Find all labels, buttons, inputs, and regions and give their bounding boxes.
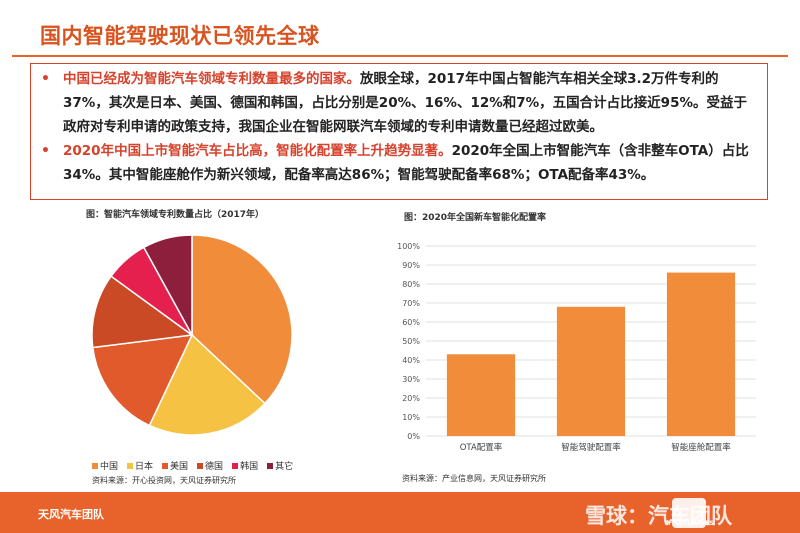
bar	[446, 354, 516, 436]
y-tick-label: 0%	[407, 432, 420, 441]
legend-swatch	[267, 462, 274, 469]
pie-slice	[91, 275, 194, 349]
bullet-item: • 中国已经成为智能汽车领域专利数量最多的国家。放眼全球，2017年中国占智能汽…	[41, 67, 757, 139]
legend-swatch	[127, 462, 134, 469]
y-tick-label: 100%	[397, 242, 420, 251]
bullet-dot-icon: •	[41, 71, 50, 87]
legend-label: 日本	[135, 462, 154, 472]
bullet-text: 中国已经成为智能汽车领域专利数量最多的国家。放眼全球，2017年中国占智能汽车相…	[63, 67, 757, 139]
y-tick-label: 90%	[402, 261, 420, 270]
summary-box: • 中国已经成为智能汽车领域专利数量最多的国家。放眼全球，2017年中国占智能汽…	[30, 63, 768, 200]
legend-label: 美国	[170, 462, 189, 472]
pie-source: 资料来源：开心投资网，天风证券研究所	[92, 476, 236, 485]
bullet-item: • 2020年中国上市智能汽车占比高，智能化配置率上升趋势显著。2020年全国上…	[41, 139, 757, 187]
legend-item: 德国	[197, 459, 223, 472]
y-tick-label: 60%	[402, 318, 420, 327]
legend-swatch	[92, 462, 98, 469]
x-tick-label: OTA配置率	[460, 442, 503, 453]
pie-chart-title: 图：智能汽车领域专利数量占比（2017年）	[86, 210, 265, 220]
x-tick-label: 智能驾驶配置率	[561, 442, 621, 453]
footer-team: 天风汽车团队	[38, 508, 104, 521]
bullet-text: 2020年中国上市智能汽车占比高，智能化配置率上升趋势显著。2020年全国上市智…	[63, 139, 757, 187]
x-tick-label: 智能座舱配置率	[671, 442, 731, 453]
bullet-body: 放眼全球，2017年中国占智能汽车相关全球3.2万件专利的37%，其次是日本、美…	[63, 71, 747, 135]
legend-swatch	[162, 462, 169, 469]
legend-swatch	[232, 462, 239, 469]
bar-chart-title: 图：2020年全国新车智能化配置率	[404, 213, 547, 223]
legend-swatch	[197, 462, 204, 469]
bullet-highlight: 中国已经成为智能汽车领域专利数量最多的国家。	[63, 71, 360, 87]
legend-item: 中国	[92, 459, 118, 472]
legend-label: 韩国	[240, 462, 259, 472]
footer-bar: 天风汽车团队	[0, 492, 800, 533]
bar-source: 资料来源：产业信息网，天风证券研究所	[402, 474, 546, 483]
title-divider	[12, 55, 788, 57]
pie-slice	[91, 334, 194, 427]
watermark-text: 雪球：汽车团队	[585, 504, 732, 528]
pie-slice	[142, 234, 193, 336]
brand-logo-icon	[672, 498, 706, 528]
y-tick-label: 10%	[402, 413, 420, 422]
bullet-body: 2020年全国上市智能汽车（含非整车OTA）占比34%。其中智能座舱作为新兴领域…	[63, 143, 749, 183]
pie-slice	[148, 333, 266, 436]
legend-label: 德国	[205, 462, 224, 472]
y-tick-label: 50%	[402, 337, 420, 346]
page-title: 国内智能驾驶现状已领先全球	[40, 24, 320, 48]
pie-legend: 中国 日本 美国 德国 韩国 其它	[92, 459, 293, 472]
y-tick-label: 20%	[402, 394, 420, 403]
legend-label: 其它	[275, 462, 294, 472]
bar-chart: 0% 10% 20% 30% 40% 50% 60% 70% 80% 90% 100% OTA配置率 智…	[397, 242, 756, 453]
legend-item: 韩国	[232, 459, 258, 472]
y-tick-label: 30%	[402, 375, 420, 384]
bar	[666, 272, 736, 436]
legend-item: 其它	[267, 459, 293, 472]
bullet-dot-icon: •	[41, 143, 50, 159]
brand-name: TF SECURITIES	[664, 520, 714, 527]
bullet-highlight: 2020年中国上市智能汽车占比高，智能化配置率上升趋势显著。	[63, 143, 452, 159]
pie-slice	[191, 234, 293, 405]
y-tick-label: 70%	[402, 299, 420, 308]
bar	[556, 306, 626, 436]
y-tick-label: 40%	[402, 356, 420, 365]
legend-item: 美国	[162, 459, 188, 472]
pie-chart	[91, 234, 293, 436]
y-tick-label: 80%	[402, 280, 420, 289]
legend-label: 中国	[100, 462, 119, 472]
legend-item: 日本	[127, 459, 153, 472]
